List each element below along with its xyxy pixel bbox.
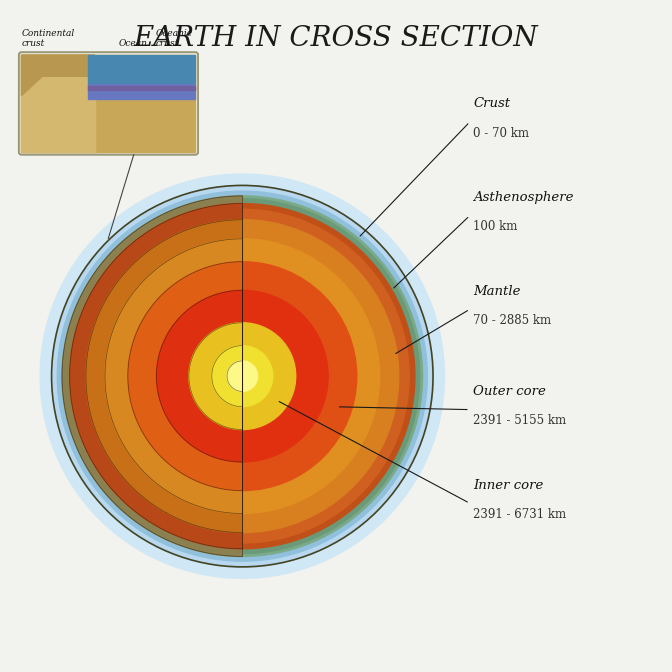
Polygon shape — [212, 345, 243, 407]
Polygon shape — [86, 220, 243, 532]
Text: 100 km: 100 km — [473, 220, 517, 233]
Circle shape — [62, 196, 423, 556]
Text: Oceanic
crust: Oceanic crust — [155, 29, 192, 48]
Polygon shape — [22, 55, 95, 95]
Circle shape — [128, 261, 357, 491]
Text: Asthenosphere: Asthenosphere — [473, 191, 574, 204]
Text: EARTH IN CROSS SECTION: EARTH IN CROSS SECTION — [134, 25, 538, 52]
Polygon shape — [189, 323, 243, 429]
Circle shape — [52, 185, 433, 567]
Circle shape — [75, 209, 409, 543]
FancyBboxPatch shape — [19, 52, 198, 155]
Circle shape — [157, 290, 328, 462]
Polygon shape — [157, 290, 243, 462]
Circle shape — [57, 191, 427, 561]
Polygon shape — [128, 261, 243, 491]
Polygon shape — [62, 196, 243, 556]
Text: 2391 - 5155 km: 2391 - 5155 km — [473, 415, 566, 427]
Circle shape — [70, 204, 415, 549]
Polygon shape — [87, 86, 196, 90]
Polygon shape — [70, 204, 243, 549]
Polygon shape — [87, 55, 196, 84]
Text: 2391 - 6731 km: 2391 - 6731 km — [473, 508, 566, 521]
Circle shape — [105, 239, 380, 513]
Circle shape — [65, 199, 420, 554]
Polygon shape — [227, 361, 243, 391]
Text: Ocean: Ocean — [118, 39, 147, 48]
Text: Mantle: Mantle — [473, 285, 521, 298]
Polygon shape — [87, 84, 196, 99]
Polygon shape — [105, 239, 243, 513]
Circle shape — [40, 174, 444, 579]
Text: 0 - 70 km: 0 - 70 km — [473, 126, 529, 140]
Text: 70 - 2885 km: 70 - 2885 km — [473, 314, 551, 327]
Text: Outer core: Outer core — [473, 385, 546, 398]
Polygon shape — [22, 55, 95, 152]
Circle shape — [227, 361, 257, 391]
Circle shape — [189, 323, 296, 429]
Circle shape — [212, 345, 273, 407]
Text: Continental
crust: Continental crust — [22, 29, 75, 48]
Text: Inner core: Inner core — [473, 479, 544, 492]
Circle shape — [86, 220, 398, 532]
Polygon shape — [22, 55, 196, 152]
Text: Crust: Crust — [473, 97, 510, 110]
